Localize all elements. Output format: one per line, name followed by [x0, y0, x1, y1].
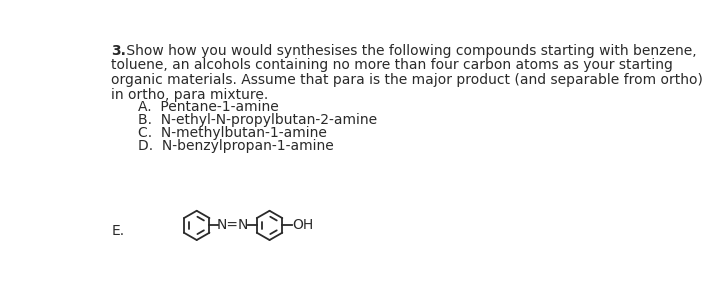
Text: B.  N-ethyl-N-propylbutan-2-amine: B. N-ethyl-N-propylbutan-2-amine: [138, 113, 377, 127]
Text: Show how you would synthesises the following compounds starting with benzene,: Show how you would synthesises the follo…: [122, 44, 697, 58]
Text: organic materials. Assume that para is the major product (and separable from ort: organic materials. Assume that para is t…: [111, 73, 704, 87]
Text: toluene, an alcohols containing no more than four carbon atoms as your starting: toluene, an alcohols containing no more …: [111, 58, 673, 72]
Text: 3.: 3.: [111, 44, 126, 58]
Text: A.  Pentane-1-amine: A. Pentane-1-amine: [138, 100, 279, 114]
Text: C.  N-methylbutan-1-amine: C. N-methylbutan-1-amine: [138, 126, 327, 140]
Text: in ortho, para mixture.: in ortho, para mixture.: [111, 88, 269, 102]
Text: E.: E.: [111, 224, 125, 238]
Text: N=N: N=N: [217, 218, 249, 232]
Text: OH: OH: [292, 218, 314, 232]
Text: D.  N-benzylpropan-1-amine: D. N-benzylpropan-1-amine: [138, 139, 334, 153]
